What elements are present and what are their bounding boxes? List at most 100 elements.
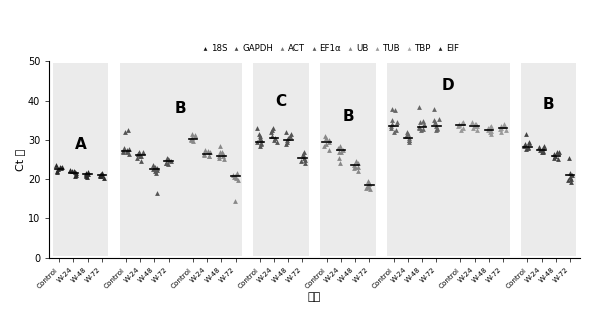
- Point: [282, 137, 292, 142]
- Point: [256, 141, 266, 146]
- Point: [70, 170, 80, 175]
- Point: [71, 173, 80, 178]
- Point: [218, 151, 228, 156]
- Point: [336, 143, 345, 148]
- Point: [137, 153, 146, 158]
- Point: [71, 173, 81, 178]
- Point: [205, 149, 215, 154]
- Point: [187, 132, 196, 137]
- Point: [536, 147, 545, 152]
- Point: [431, 127, 440, 133]
- Bar: [521, 63, 577, 256]
- Point: [162, 155, 171, 160]
- Point: [431, 124, 441, 129]
- Point: [523, 145, 533, 150]
- Point: [268, 126, 278, 131]
- X-axis label: 处理: 处理: [308, 292, 321, 302]
- Point: [321, 135, 330, 140]
- Legend: 18S, GAPDH, ACT, EF1α, UB, TUB, TBP, EIF: 18S, GAPDH, ACT, EF1α, UB, TUB, TBP, EIF: [198, 40, 463, 56]
- Point: [67, 168, 76, 173]
- Y-axis label: Ct 値: Ct 値: [15, 148, 25, 171]
- Point: [296, 159, 305, 164]
- Point: [281, 130, 290, 135]
- Point: [553, 156, 563, 161]
- Bar: [53, 63, 108, 256]
- Point: [352, 159, 361, 164]
- Point: [122, 147, 131, 152]
- Point: [267, 133, 276, 139]
- Point: [52, 168, 62, 173]
- Point: [122, 150, 131, 155]
- Point: [483, 126, 493, 131]
- Point: [472, 124, 482, 129]
- Text: C: C: [275, 94, 287, 108]
- Point: [255, 143, 265, 148]
- Point: [458, 121, 467, 126]
- Point: [336, 149, 346, 154]
- Point: [538, 148, 547, 153]
- Point: [152, 190, 162, 195]
- Point: [433, 126, 442, 132]
- Point: [214, 155, 224, 160]
- Text: A: A: [74, 137, 86, 152]
- Bar: [320, 63, 376, 256]
- Point: [539, 143, 549, 148]
- Point: [230, 175, 239, 180]
- Point: [418, 126, 427, 132]
- Point: [499, 124, 509, 129]
- Point: [219, 156, 228, 161]
- Point: [534, 145, 544, 150]
- Point: [97, 171, 107, 176]
- Point: [52, 169, 62, 174]
- Point: [163, 156, 173, 161]
- Point: [389, 130, 398, 135]
- Point: [124, 151, 134, 156]
- Point: [554, 149, 563, 154]
- Point: [483, 127, 493, 133]
- Point: [320, 143, 329, 148]
- Point: [133, 151, 143, 156]
- Point: [496, 124, 506, 129]
- Point: [165, 157, 174, 162]
- Point: [387, 118, 397, 123]
- Point: [537, 150, 547, 155]
- Point: [81, 171, 90, 176]
- Point: [386, 124, 396, 129]
- Point: [349, 165, 359, 171]
- Point: [267, 130, 276, 135]
- Point: [57, 165, 67, 170]
- Point: [228, 173, 237, 178]
- Point: [565, 171, 575, 176]
- Point: [430, 118, 439, 123]
- Point: [538, 145, 548, 150]
- Point: [135, 154, 145, 159]
- Point: [549, 155, 559, 160]
- Point: [200, 151, 209, 156]
- Point: [187, 137, 196, 142]
- Point: [252, 126, 262, 131]
- Point: [324, 147, 333, 152]
- Point: [567, 173, 577, 178]
- Point: [524, 139, 533, 144]
- Point: [97, 172, 107, 177]
- Point: [232, 171, 242, 176]
- Point: [387, 106, 397, 111]
- Point: [416, 127, 425, 133]
- Point: [123, 127, 133, 133]
- Point: [429, 106, 439, 111]
- Point: [163, 162, 173, 167]
- Point: [300, 157, 309, 162]
- Point: [496, 126, 505, 131]
- Point: [365, 180, 374, 185]
- Point: [230, 173, 239, 178]
- Point: [365, 181, 374, 186]
- Point: [96, 171, 105, 177]
- Point: [190, 133, 200, 139]
- Point: [118, 148, 128, 153]
- Point: [65, 168, 75, 173]
- Point: [353, 169, 363, 174]
- Point: [281, 141, 291, 146]
- Bar: [253, 63, 309, 256]
- Point: [136, 159, 146, 164]
- Point: [414, 125, 424, 130]
